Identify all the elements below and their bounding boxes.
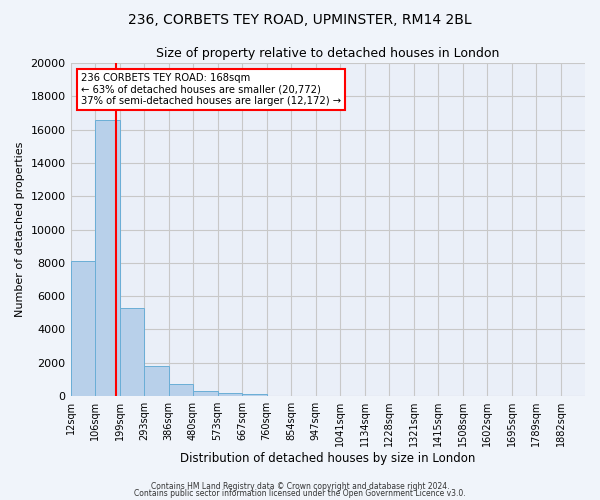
- Text: 236, CORBETS TEY ROAD, UPMINSTER, RM14 2BL: 236, CORBETS TEY ROAD, UPMINSTER, RM14 2…: [128, 12, 472, 26]
- Text: Contains public sector information licensed under the Open Government Licence v3: Contains public sector information licen…: [134, 490, 466, 498]
- Bar: [169, 384, 193, 396]
- Bar: [71, 261, 95, 396]
- Bar: [242, 394, 266, 396]
- Bar: [193, 391, 218, 396]
- Text: 236 CORBETS TEY ROAD: 168sqm
← 63% of detached houses are smaller (20,772)
37% o: 236 CORBETS TEY ROAD: 168sqm ← 63% of de…: [81, 73, 341, 106]
- Bar: [119, 308, 144, 396]
- X-axis label: Distribution of detached houses by size in London: Distribution of detached houses by size …: [180, 452, 475, 465]
- Title: Size of property relative to detached houses in London: Size of property relative to detached ho…: [156, 48, 499, 60]
- Bar: [218, 393, 242, 396]
- Bar: [144, 366, 169, 396]
- Bar: [95, 120, 119, 396]
- Text: Contains HM Land Registry data © Crown copyright and database right 2024.: Contains HM Land Registry data © Crown c…: [151, 482, 449, 491]
- Y-axis label: Number of detached properties: Number of detached properties: [15, 142, 25, 318]
